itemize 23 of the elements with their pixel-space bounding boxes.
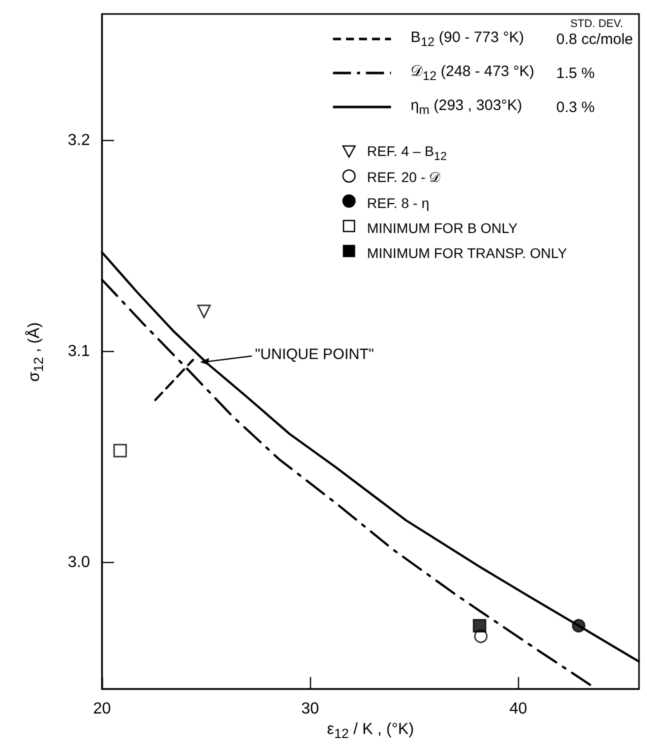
point [472, 618, 486, 632]
legend-label: REF. 20 - 𝒟 [366, 168, 442, 187]
annotation: 0.3 % [555, 98, 596, 118]
annotation: "UNIQUE POINT" [254, 346, 374, 363]
annotation: 0.8 cc/mole [556, 30, 633, 48]
legend-label: REF. 8 - η [366, 194, 430, 213]
legend-label: 𝒟$_{12}$ (248 - 473 °K) [410, 62, 536, 85]
point [113, 444, 127, 458]
legend-label: MINIMUM FOR TRANSP. ONLY [366, 244, 568, 262]
x-tick-label: 40 [509, 700, 528, 718]
legend-label: η$_{m}$ (293 , 303°K) [410, 96, 524, 119]
y-tick-label: 3.1 [68, 343, 90, 360]
legend-label: MINIMUM FOR B ONLY [366, 218, 519, 238]
legend-label: B$_{12}$ (90 - 773 °K) [410, 28, 525, 51]
x-tick-label: 30 [301, 700, 320, 718]
legend-title: STD. DEV. [569, 18, 623, 30]
x-tick-label: 20 [93, 700, 111, 718]
legend-label: REF. 4 – B$_{12}$ [366, 142, 448, 164]
point [197, 304, 211, 318]
x-axis-title: ε$_{12}$ / K , (°K) [326, 721, 416, 742]
y-tick-label: 3.2 [68, 132, 90, 150]
annotation: 1.5 % [555, 64, 596, 84]
y-tick-label: 3.0 [68, 554, 90, 571]
